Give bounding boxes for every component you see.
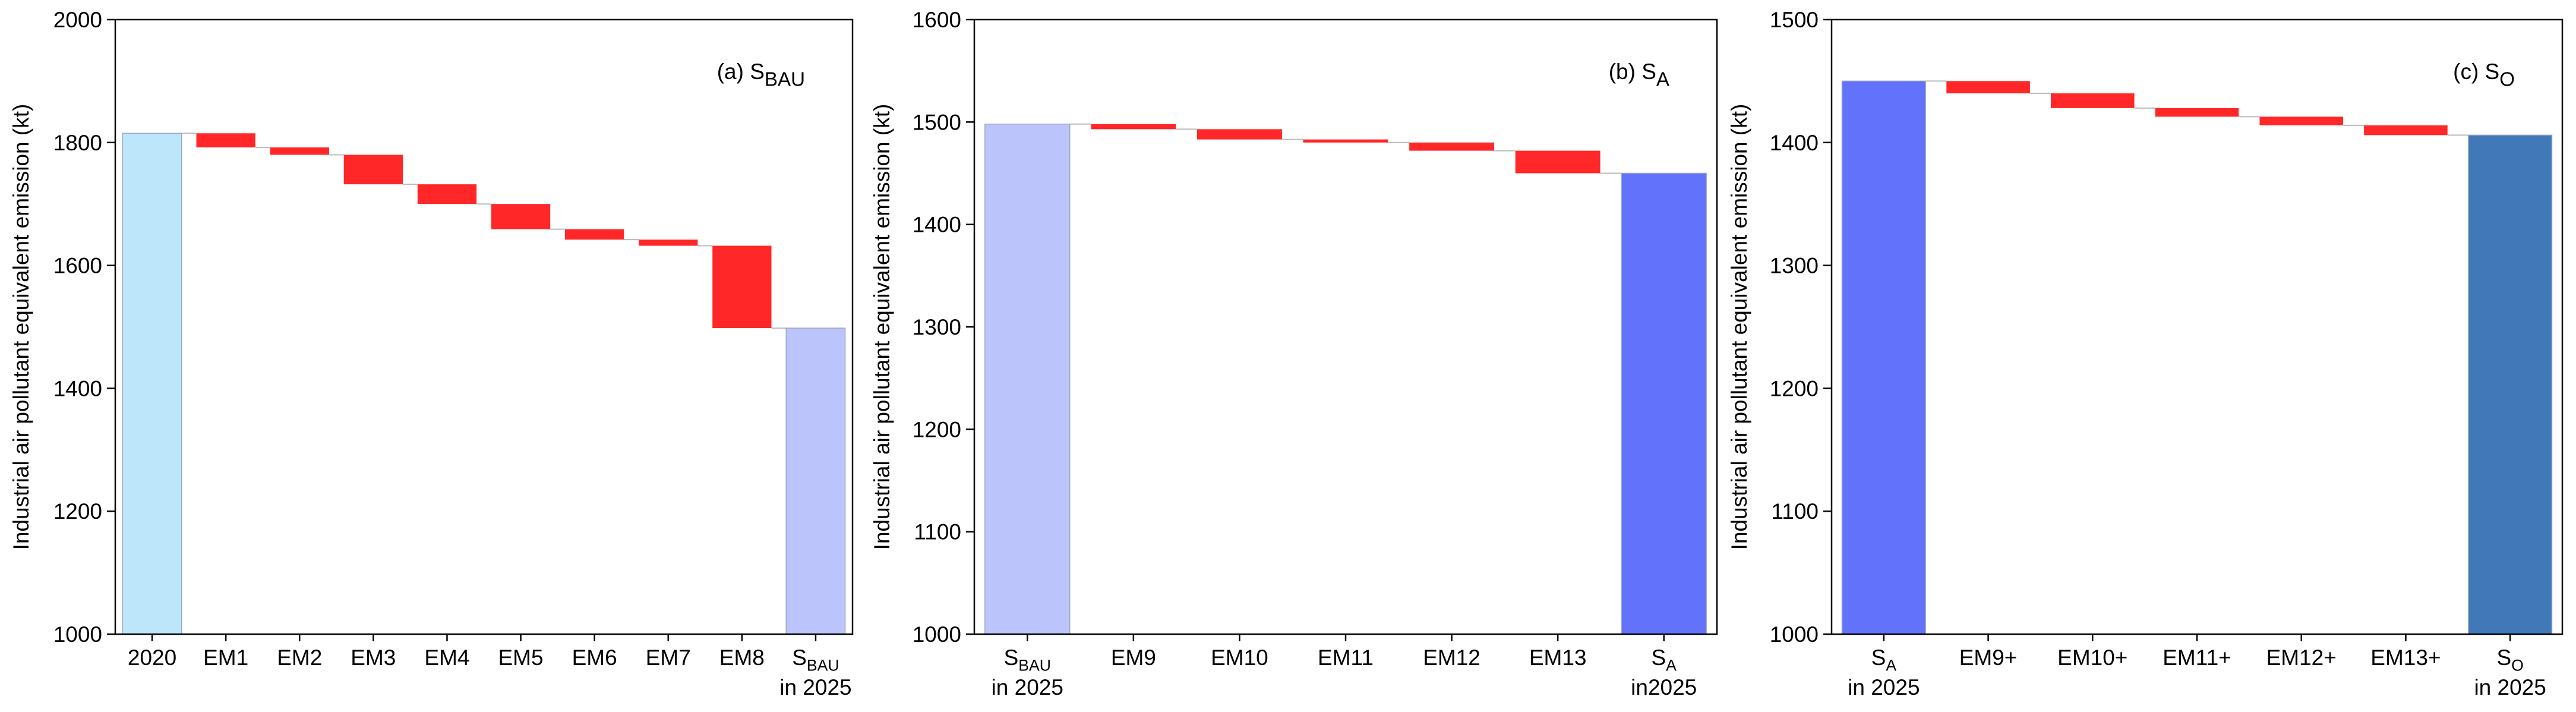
x-tick-label: EM5	[498, 645, 544, 670]
label-main: (a) S	[717, 59, 765, 84]
x-tick-label: EM8	[719, 645, 765, 670]
bar	[270, 147, 329, 155]
label-main: (b) S	[1609, 59, 1656, 84]
bar	[417, 184, 477, 204]
plot-frame	[114, 18, 854, 635]
label-subscript: A	[1666, 656, 1677, 674]
bar	[1515, 150, 1600, 174]
bar	[1197, 129, 1282, 140]
y-tick-label: 1000	[913, 622, 961, 647]
label-line2: in 2025	[2474, 675, 2546, 700]
y-tick-label: 1100	[914, 520, 961, 544]
y-tick-label: 1000	[53, 622, 102, 647]
y-axis-label: Industrial air pollutant equivalent emis…	[1727, 104, 1751, 550]
x-tick-label: EM10	[1211, 645, 1268, 670]
label-subscript: O	[2499, 69, 2515, 91]
label-main: S	[1004, 645, 1019, 670]
y-tick-label: 1400	[53, 376, 102, 401]
x-tick-label: EM7	[646, 645, 691, 670]
y-tick-label: 1800	[53, 131, 102, 155]
x-tick-label: EM11+	[2163, 645, 2231, 670]
y-tick-label: 1000	[1770, 622, 1819, 647]
x-tick-label: EM6	[572, 645, 617, 670]
bar	[2468, 134, 2553, 635]
x-tick-label: EM12	[1423, 645, 1480, 670]
x-tick-label: EM2	[277, 645, 322, 670]
bar	[2155, 108, 2239, 117]
label-line2: in2025	[1631, 675, 1697, 700]
y-tick-label: 1200	[913, 417, 961, 442]
bar	[491, 204, 551, 229]
bar	[2364, 125, 2448, 136]
y-axis-label: Industrial air pollutant equivalent emis…	[870, 104, 894, 550]
x-tick-label: EM13	[1529, 645, 1587, 670]
x-tick-label: EM1	[203, 645, 248, 670]
x-tick-label: EM3	[351, 645, 396, 670]
bar	[122, 133, 182, 635]
y-tick-label: 2000	[53, 8, 102, 32]
y-tick-label: 1200	[1770, 376, 1819, 401]
bar	[343, 155, 403, 185]
x-tick-label: SO in 2025	[2474, 645, 2546, 700]
y-tick-label: 1300	[913, 315, 961, 339]
bar	[2051, 93, 2135, 108]
plot-frame	[1830, 18, 2564, 635]
bar	[1409, 142, 1494, 151]
label-subscript: O	[2511, 656, 2524, 674]
label-subscript: BAU	[1018, 656, 1051, 674]
label-subscript: A	[1886, 656, 1896, 674]
bar	[196, 133, 255, 148]
x-tick-label: SBAU in 2025	[779, 645, 851, 700]
label-main: S	[2496, 645, 2511, 670]
bar	[712, 245, 772, 329]
bar	[1841, 80, 1926, 635]
bar	[1091, 124, 1176, 130]
y-tick-label: 1300	[1770, 254, 1819, 278]
x-tick-label: EM13+	[2370, 645, 2441, 670]
label-line2: in 2025	[1848, 675, 1920, 700]
x-tick-label: EM11	[1318, 645, 1374, 670]
panel-title: (a) SBAU	[717, 59, 805, 91]
y-axis-label: Industrial air pollutant equivalent emis…	[9, 104, 33, 550]
label-subscript: BAU	[765, 69, 805, 91]
y-tick-label: 1100	[1771, 499, 1819, 524]
bar	[785, 327, 846, 635]
label-subscript: BAU	[807, 656, 839, 674]
label-subscript: A	[1656, 69, 1670, 91]
x-tick-label: 2020	[128, 645, 176, 670]
label-main: S	[1651, 645, 1666, 670]
label-line2: in 2025	[779, 675, 851, 700]
y-tick-label: 1600	[913, 8, 961, 32]
bar	[984, 124, 1071, 635]
bar	[1621, 172, 1707, 635]
bar	[639, 240, 698, 246]
bar	[1303, 139, 1388, 143]
panel-title: (b) SA	[1609, 59, 1670, 91]
x-tick-label: EM9	[1111, 645, 1156, 670]
y-tick-label: 1500	[913, 110, 961, 134]
y-tick-label: 1600	[53, 254, 102, 278]
x-tick-label: EM9+	[1959, 645, 2018, 670]
x-tick-label: SA in 2025	[1848, 645, 1920, 700]
label-line2: in 2025	[992, 675, 1063, 700]
x-tick-label: EM10+	[2057, 645, 2127, 670]
y-tick-label: 1200	[53, 499, 102, 524]
label-main: S	[792, 645, 807, 670]
x-tick-label: SBAU in 2025	[992, 645, 1063, 700]
y-tick-label: 1400	[1770, 131, 1819, 155]
x-tick-label: SA in2025	[1631, 645, 1697, 700]
plot-frame	[973, 18, 1718, 635]
bar	[1946, 81, 2030, 94]
y-tick-label: 1400	[913, 213, 961, 237]
label-main: (c) S	[2453, 59, 2499, 84]
panel-title: (c) SO	[2453, 59, 2515, 91]
bar	[565, 229, 624, 240]
x-tick-label: EM12+	[2266, 645, 2337, 670]
bar	[2259, 116, 2343, 125]
x-tick-label: EM4	[424, 645, 469, 670]
y-tick-label: 1500	[1770, 8, 1819, 32]
label-main: S	[1871, 645, 1886, 670]
